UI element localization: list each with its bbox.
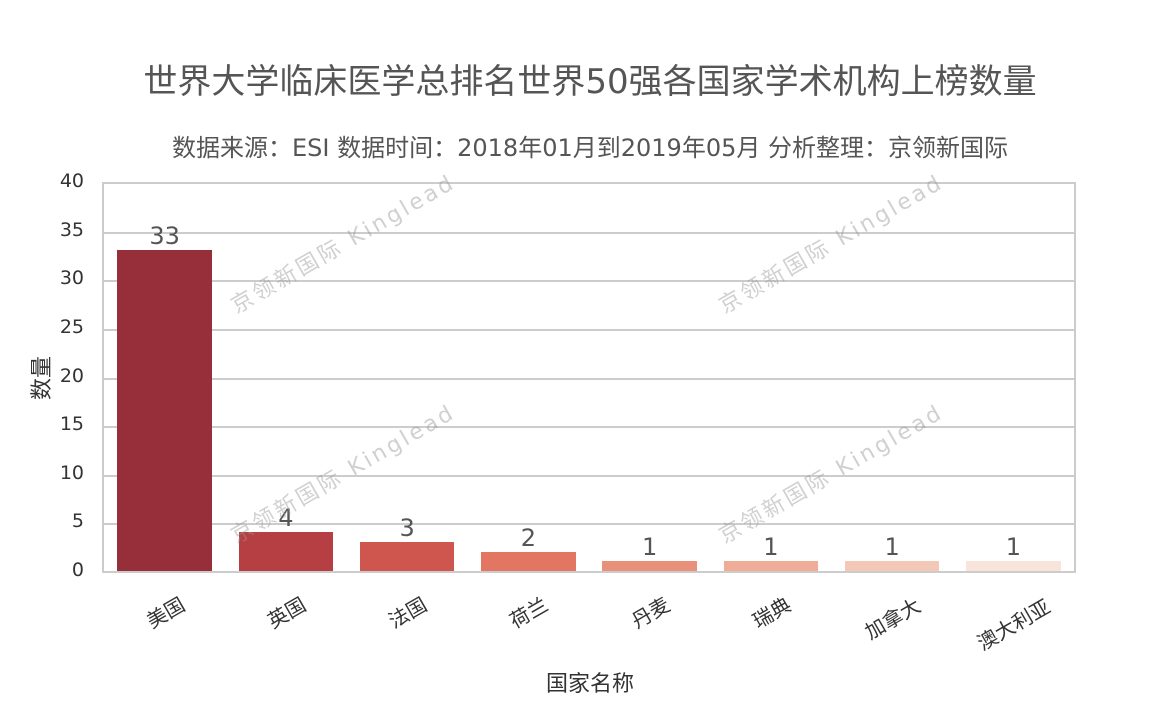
- bar-value-label: 3: [399, 513, 415, 542]
- bar[interactable]: [481, 551, 576, 571]
- x-tick-label: 澳大利亚: [973, 594, 1055, 656]
- bar-value-label: 1: [763, 533, 779, 562]
- y-tick-label: 15: [59, 413, 84, 436]
- bar-value-label: 33: [149, 222, 180, 251]
- chart-title: 世界大学临床医学总排名世界50强各国家学术机构上榜数量: [143, 62, 1037, 102]
- y-tick-label: 40: [59, 170, 84, 192]
- bar-value-label: 1: [1005, 533, 1022, 562]
- x-tick-label: 加拿大: [860, 593, 925, 645]
- bar-value-label: 1: [884, 533, 900, 562]
- x-tick-label: 英国: [263, 592, 310, 634]
- y-tick-label: 5: [71, 510, 84, 533]
- bar[interactable]: [602, 561, 697, 571]
- x-tick-label: 法国: [384, 592, 432, 634]
- bar[interactable]: [966, 561, 1061, 571]
- gridline: [104, 280, 1074, 283]
- x-tick-label: 瑞典: [748, 592, 795, 634]
- bar[interactable]: [117, 250, 212, 571]
- y-tick-label: 20: [59, 364, 84, 387]
- gridline: [104, 426, 1074, 429]
- gridline: [104, 523, 1074, 526]
- bar-value-label: 2: [520, 523, 537, 552]
- chart-subtitle: 数据来源：ESI 数据时间：2018年01月到2019年05月 分析整理：京领新…: [172, 134, 1008, 162]
- bar-value-label: 4: [278, 504, 294, 533]
- x-tick-label: 丹麦: [627, 592, 674, 634]
- bar[interactable]: [844, 561, 940, 571]
- y-tick-label: 30: [59, 267, 84, 290]
- x-tick-label: 美国: [142, 592, 189, 634]
- x-tick-label: 荷兰: [505, 592, 553, 634]
- y-tick-label: 35: [59, 218, 84, 241]
- gridline: [104, 328, 1074, 331]
- y-tick-label: 0: [71, 559, 84, 581]
- bar[interactable]: [238, 532, 334, 571]
- x-axis-label: 国家名称: [545, 672, 634, 697]
- gridline: [104, 377, 1074, 380]
- bar[interactable]: [723, 561, 819, 571]
- plot-area: 33 4 3 2 1 1 1 1: [102, 182, 1076, 573]
- gridline: [104, 231, 1074, 234]
- bar-value-label: 1: [641, 533, 658, 562]
- gridline: [104, 474, 1074, 477]
- bar[interactable]: [359, 541, 455, 571]
- y-tick-label: 10: [59, 461, 84, 484]
- y-tick-label: 25: [59, 315, 84, 338]
